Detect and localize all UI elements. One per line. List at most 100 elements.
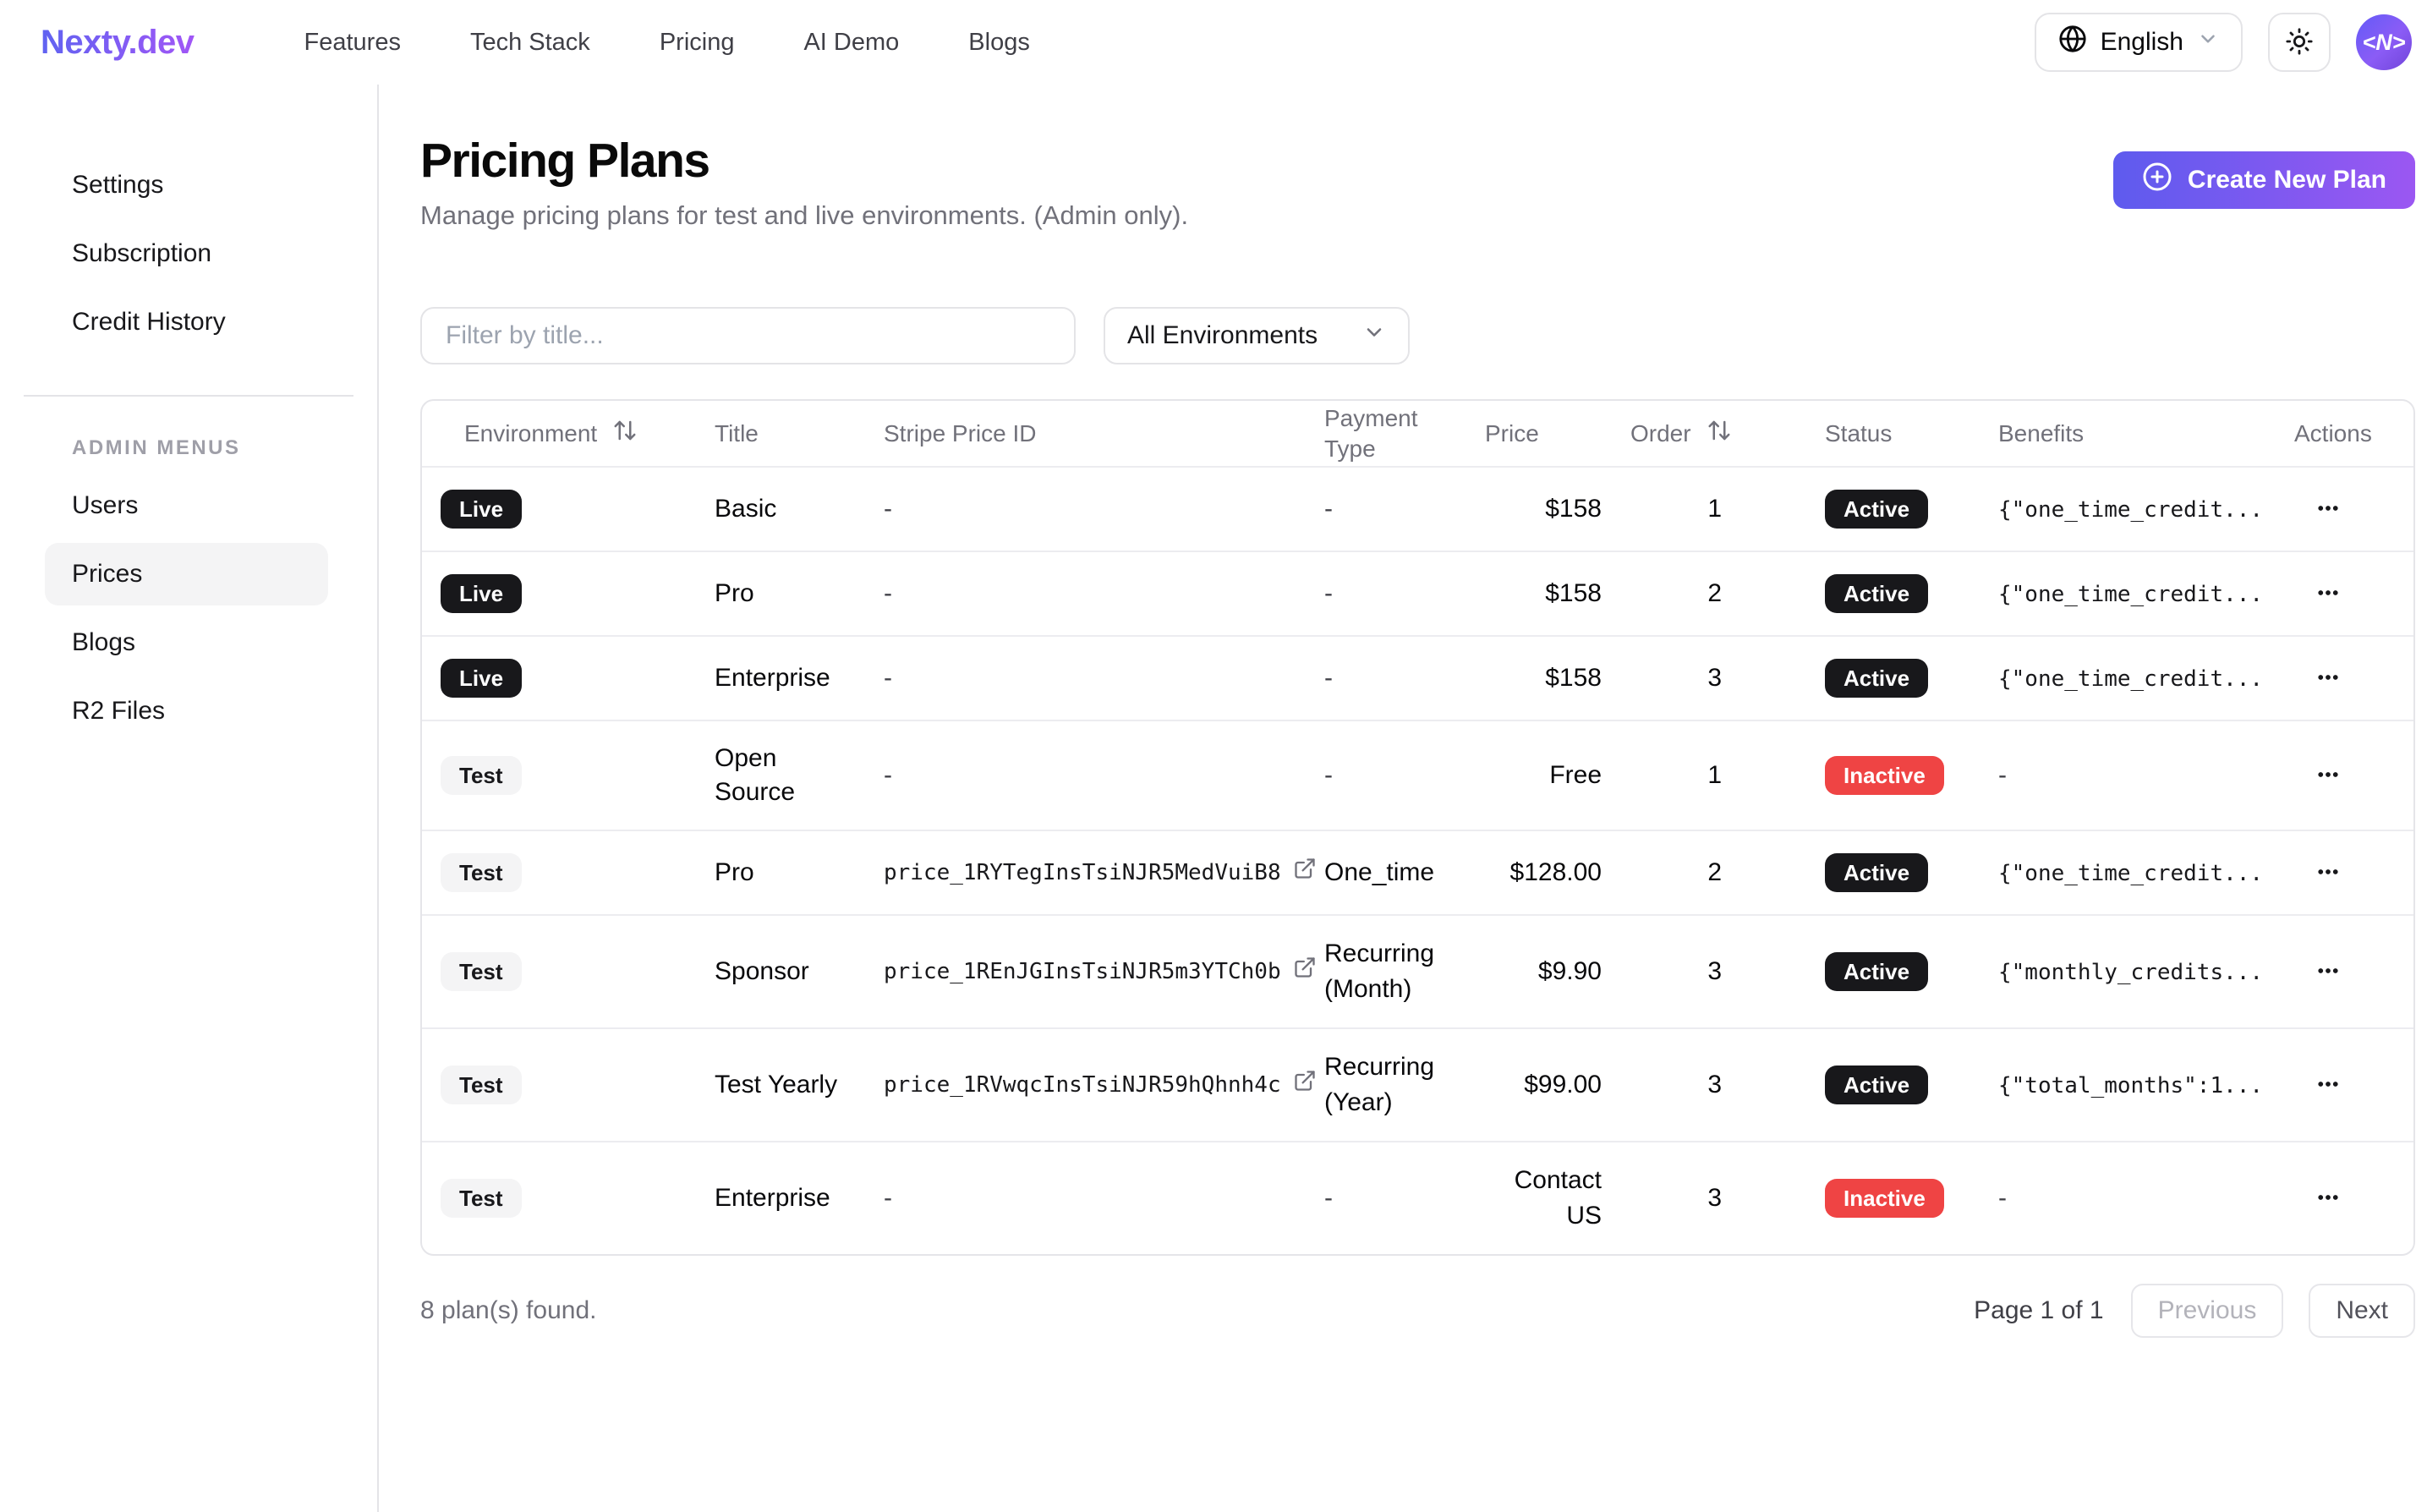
order: 1: [1617, 467, 1811, 552]
previous-page-button[interactable]: Previous: [2130, 1284, 2284, 1338]
pricing-plans-table: Environment Title Stripe Price ID Paymen…: [420, 399, 2415, 1256]
external-link-icon[interactable]: [1293, 1068, 1317, 1102]
column-header-status: Status: [1811, 401, 1985, 468]
stripe-price-id: price_1RYTegInsTsiNJR5MedVuiB8: [884, 860, 1281, 885]
top-navigation: Nexty.dev Features Tech Stack Pricing AI De…: [0, 0, 2427, 85]
page-title: Pricing Plans: [420, 134, 710, 188]
sidebar-item-users[interactable]: Users: [72, 491, 139, 519]
row-actions-button[interactable]: [2298, 950, 2359, 993]
sidebar-item-r2-files[interactable]: R2 Files: [72, 697, 166, 725]
row-actions-button[interactable]: [2298, 1177, 2359, 1219]
sun-icon: [2285, 27, 2314, 58]
plan-title: Pro: [701, 551, 870, 637]
stripe-price-id: -: [884, 495, 892, 523]
column-header-environment: Environment: [464, 419, 598, 446]
environment-badge: Live: [441, 490, 523, 529]
status-badge: Active: [1825, 574, 1929, 613]
external-link-icon[interactable]: [1293, 856, 1317, 890]
create-new-plan-label: Create New Plan: [2187, 166, 2386, 194]
sidebar: Settings Subscription Credit History ADMIN…: [0, 85, 379, 1512]
create-new-plan-button[interactable]: Create New Plan: [2112, 151, 2415, 209]
main-content: Pricing Plans Manage pricing plans for t…: [379, 85, 2427, 1512]
more-horizontal-icon: [2309, 496, 2347, 523]
more-horizontal-icon: [2309, 958, 2347, 986]
sort-environment-header[interactable]: Environment: [464, 418, 638, 449]
brand-logo[interactable]: Nexty.dev: [41, 23, 194, 61]
nav-link-tech-stack[interactable]: Tech Stack: [469, 28, 590, 56]
environment-badge: Test: [441, 1066, 522, 1104]
row-actions-button[interactable]: [2298, 754, 2359, 797]
price: $158: [1471, 636, 1617, 721]
status-badge: Active: [1825, 490, 1929, 529]
price: $9.90: [1471, 915, 1617, 1029]
payment-type: -: [1324, 1184, 1333, 1212]
status-badge: Active: [1825, 853, 1929, 892]
environment-badge: Test: [441, 952, 522, 991]
external-link-icon[interactable]: [1293, 955, 1317, 989]
filter-by-title-input[interactable]: [420, 307, 1076, 364]
column-header-stripe-price-id: Stripe Price ID: [870, 401, 1311, 468]
arrow-up-down-icon: [1707, 418, 1732, 449]
environment-select[interactable]: All Environments: [1104, 307, 1410, 364]
payment-type: Recurring (Year): [1311, 1028, 1471, 1142]
payment-type: -: [1311, 467, 1471, 552]
nav-link-features[interactable]: Features: [304, 28, 401, 56]
column-header-payment-type: Payment Type: [1311, 401, 1471, 468]
environment-badge: Live: [441, 574, 523, 613]
user-avatar[interactable]: <N>: [2356, 14, 2412, 70]
benefits: {"monthly_credits...: [1998, 959, 2264, 985]
order: 2: [1617, 830, 1811, 916]
benefits: {"one_time_credit...: [1998, 860, 2264, 886]
plan-title: Basic: [701, 467, 870, 552]
more-horizontal-icon: [2309, 1071, 2347, 1099]
table-row: Test Test Yearly price_1RVwqcInsTsiNJR59…: [422, 1028, 2413, 1142]
order: 3: [1707, 1184, 1722, 1212]
plan-title: Pro: [701, 830, 870, 916]
price: Free: [1471, 720, 1617, 831]
table-row: Live Enterprise - - $158 3 Active {"one_…: [422, 636, 2413, 721]
price: $128.00: [1471, 830, 1617, 916]
sidebar-section-label: ADMIN MENUS: [72, 436, 241, 459]
environment-badge: Test: [441, 1179, 522, 1218]
row-actions-button[interactable]: [2298, 852, 2359, 894]
price: $158: [1471, 551, 1617, 637]
more-horizontal-icon: [2309, 580, 2347, 608]
nav-link-pricing[interactable]: Pricing: [659, 28, 735, 56]
column-header-price: Price: [1471, 401, 1617, 468]
nav-link-ai-demo[interactable]: AI Demo: [803, 28, 900, 56]
nav-link-blogs[interactable]: Blogs: [968, 28, 1030, 56]
order: 1: [1617, 720, 1811, 831]
order: 3: [1617, 1028, 1811, 1142]
table-row: Test Enterprise - - Contact US 3 Inactiv…: [422, 1142, 2413, 1254]
sidebar-item-settings[interactable]: Settings: [72, 171, 164, 199]
payment-type: -: [1311, 551, 1471, 637]
next-page-button[interactable]: Next: [2309, 1284, 2415, 1338]
sidebar-item-prices[interactable]: Prices: [45, 543, 328, 605]
sort-order-header[interactable]: Order: [1630, 418, 1732, 449]
row-actions-button[interactable]: [2298, 657, 2359, 699]
stripe-price-id: -: [884, 761, 892, 789]
language-selector-button[interactable]: English: [2034, 13, 2243, 72]
sidebar-item-subscription[interactable]: Subscription: [72, 239, 212, 267]
row-actions-button[interactable]: [2298, 488, 2359, 530]
order: 3: [1617, 636, 1811, 721]
row-actions-button[interactable]: [2298, 572, 2359, 615]
benefits: {"total_months":1...: [1998, 1072, 2264, 1098]
row-actions-button[interactable]: [2298, 1064, 2359, 1106]
order: 3: [1617, 915, 1811, 1029]
globe-icon: [2058, 25, 2087, 60]
plan-title: Enterprise: [715, 1184, 830, 1212]
environment-badge: Test: [441, 756, 522, 795]
status-badge: Inactive: [1825, 756, 1944, 795]
table-row: Test Open Source - - Free 1 Inactive -: [422, 720, 2413, 831]
benefits: -: [1998, 761, 2007, 789]
more-horizontal-icon: [2309, 665, 2347, 693]
sidebar-item-credit-history[interactable]: Credit History: [72, 308, 226, 336]
topnav-right-cluster: English <N>: [2034, 13, 2412, 72]
theme-toggle-button[interactable]: [2268, 13, 2331, 72]
status-badge: Active: [1825, 1066, 1929, 1104]
stripe-price-id: price_1REnJGInsTsiNJR5m3YTCh0b: [884, 959, 1281, 984]
stripe-price-id: -: [884, 664, 892, 692]
table-row: Live Pro - - $158 2 Active {"one_time_cr…: [422, 551, 2413, 637]
sidebar-item-blogs[interactable]: Blogs: [72, 628, 136, 656]
